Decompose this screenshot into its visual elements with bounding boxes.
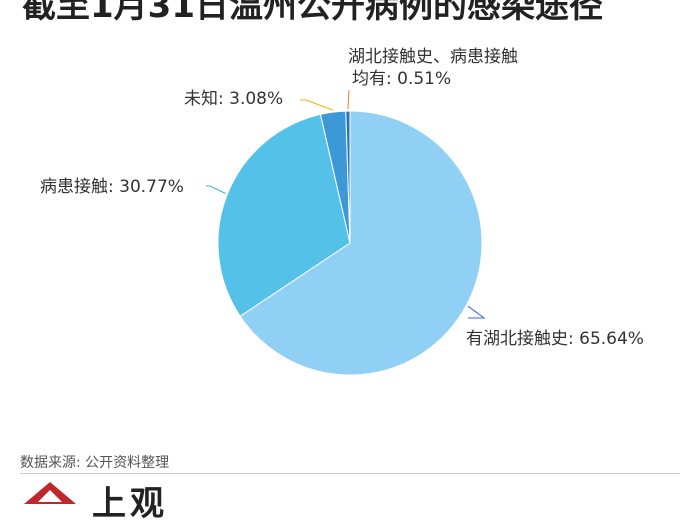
leader-line-2 [300,99,333,111]
slice-label-0: 有湖北接触史: 65.64% [466,329,644,349]
slice-label-2: 未知: 3.08% [184,89,283,109]
pie-slice-1 [217,113,351,317]
brand-logo-icon [24,482,76,504]
brand-name: 上观 [92,484,168,524]
footer-divider [20,473,680,474]
slice-label-3: 湖北接触史、病患接触 [348,47,518,67]
chart-title: 截至1月31日温州公开病例的感染途径 [22,0,603,26]
pie-slice-0 [239,110,483,376]
pie-slice-3 [345,110,351,244]
leader-line-1 [206,185,226,194]
pie-chart: 有湖北接触史: 65.64% 病患接触: 30.77% 未知: 3.08% 湖北接触史… [40,47,644,376]
leader-line-3 [347,89,350,110]
slice-label-1: 病患接触: 30.77% [40,177,184,197]
leader-line-0 [467,305,486,319]
data-source-note: 数据来源: 公开资料整理 [20,455,170,471]
slice-label-3-line-1: 均有: 0.51% [352,69,451,89]
